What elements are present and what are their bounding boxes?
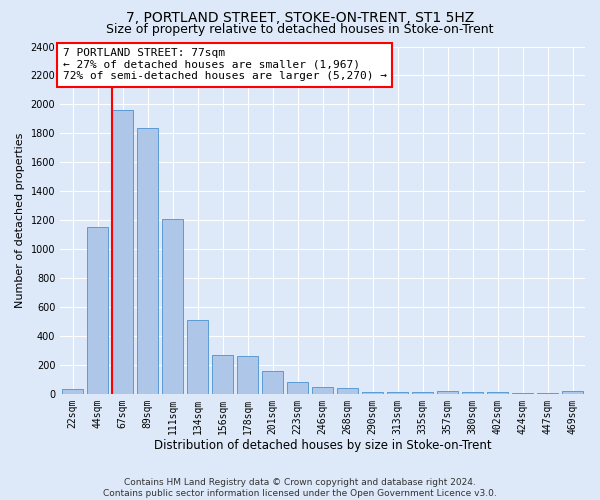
Bar [437, 391, 458, 394]
Bar [112, 110, 133, 394]
Bar [512, 393, 533, 394]
Bar [62, 390, 83, 394]
Text: 7, PORTLAND STREET, STOKE-ON-TRENT, ST1 5HZ: 7, PORTLAND STREET, STOKE-ON-TRENT, ST1 … [126, 11, 474, 25]
Bar [87, 228, 108, 394]
Bar [487, 392, 508, 394]
Bar [312, 388, 333, 394]
Bar [412, 392, 433, 394]
Bar [262, 372, 283, 394]
Bar [287, 382, 308, 394]
Bar [537, 393, 558, 394]
Text: Size of property relative to detached houses in Stoke-on-Trent: Size of property relative to detached ho… [106, 22, 494, 36]
Bar [162, 218, 183, 394]
Bar [562, 391, 583, 394]
Bar [187, 320, 208, 394]
Text: 7 PORTLAND STREET: 77sqm
← 27% of detached houses are smaller (1,967)
72% of sem: 7 PORTLAND STREET: 77sqm ← 27% of detach… [63, 48, 387, 82]
X-axis label: Distribution of detached houses by size in Stoke-on-Trent: Distribution of detached houses by size … [154, 440, 491, 452]
Bar [137, 128, 158, 394]
Bar [237, 356, 258, 394]
Bar [362, 392, 383, 394]
Bar [462, 392, 483, 394]
Text: Contains HM Land Registry data © Crown copyright and database right 2024.
Contai: Contains HM Land Registry data © Crown c… [103, 478, 497, 498]
Bar [212, 356, 233, 394]
Bar [337, 388, 358, 394]
Y-axis label: Number of detached properties: Number of detached properties [15, 132, 25, 308]
Bar [387, 392, 408, 394]
